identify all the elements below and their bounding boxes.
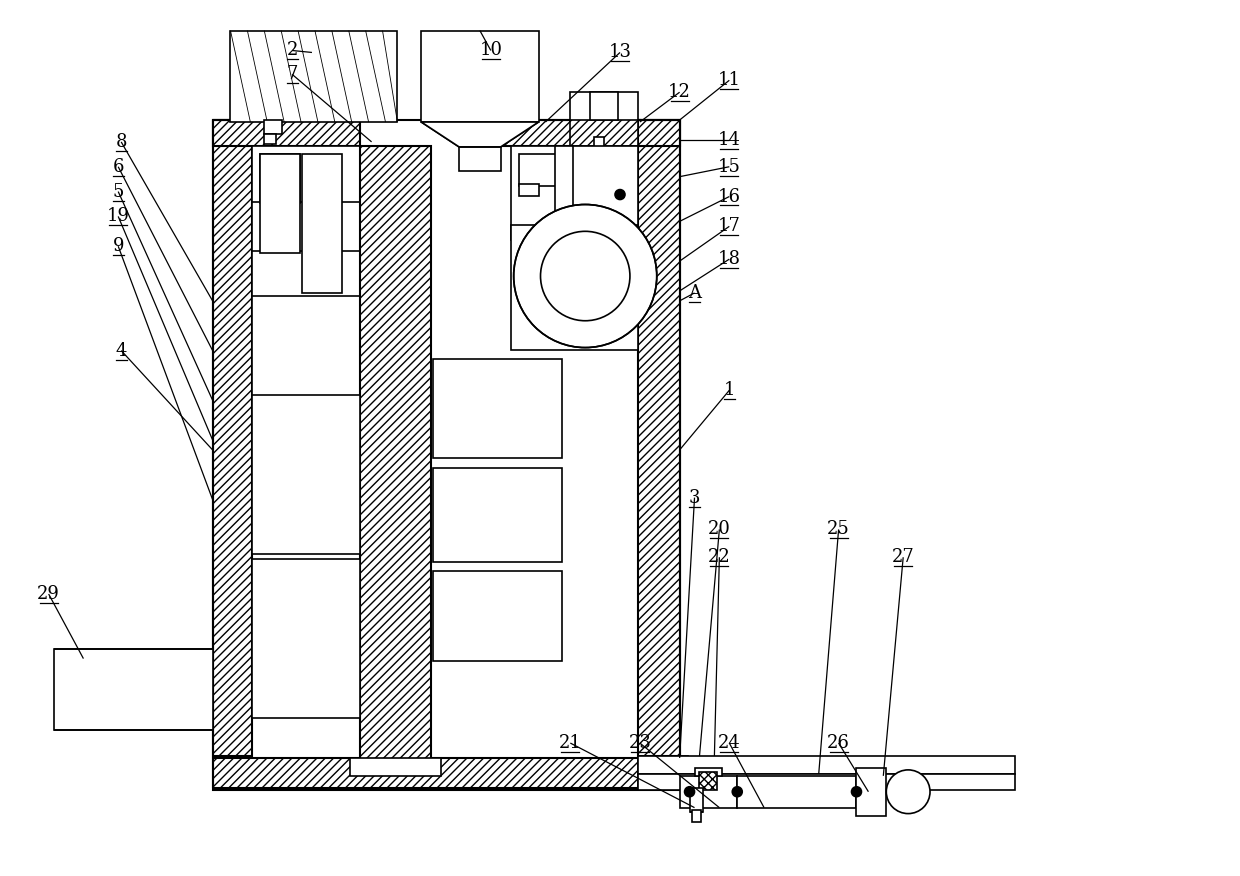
Circle shape — [852, 787, 862, 796]
Bar — [689, 788, 703, 812]
Bar — [212, 758, 680, 790]
Text: 18: 18 — [718, 251, 740, 268]
Text: 2: 2 — [286, 41, 298, 60]
Text: 22: 22 — [708, 548, 730, 566]
Text: 10: 10 — [480, 41, 502, 60]
Circle shape — [733, 787, 743, 796]
Bar — [680, 776, 738, 808]
Text: 4: 4 — [115, 342, 126, 359]
Bar — [637, 756, 687, 788]
Text: 11: 11 — [718, 71, 740, 89]
Text: 16: 16 — [718, 187, 740, 206]
Bar — [350, 758, 441, 776]
Text: 1: 1 — [724, 381, 735, 399]
Text: 6: 6 — [113, 158, 124, 176]
Bar — [692, 809, 702, 822]
Bar — [738, 776, 857, 808]
Bar — [556, 146, 573, 225]
Text: 12: 12 — [668, 83, 691, 102]
Bar — [548, 241, 622, 311]
Text: 29: 29 — [37, 585, 60, 603]
Bar — [459, 120, 640, 146]
Bar — [699, 772, 718, 790]
Text: 14: 14 — [718, 131, 740, 149]
Text: 7: 7 — [286, 66, 298, 83]
Bar — [459, 147, 501, 171]
Bar — [212, 120, 253, 756]
Bar — [511, 146, 637, 240]
Circle shape — [684, 787, 694, 796]
Bar — [212, 120, 360, 146]
Bar — [694, 768, 723, 776]
Text: 26: 26 — [827, 734, 851, 752]
Bar — [264, 134, 277, 144]
Text: 5: 5 — [113, 182, 124, 201]
Bar — [264, 120, 283, 134]
Bar — [253, 559, 360, 718]
Bar — [518, 184, 538, 195]
Bar — [231, 31, 398, 122]
Bar — [53, 648, 212, 730]
Bar — [637, 756, 1016, 774]
Circle shape — [513, 204, 657, 348]
Bar — [253, 395, 360, 555]
Circle shape — [541, 231, 630, 321]
Text: 24: 24 — [718, 734, 740, 752]
Polygon shape — [422, 122, 538, 147]
Bar — [637, 120, 680, 756]
Bar — [433, 468, 563, 562]
Text: 17: 17 — [718, 217, 740, 236]
Bar — [360, 146, 432, 760]
Bar — [511, 225, 637, 350]
Bar — [518, 154, 563, 186]
Bar — [260, 154, 300, 253]
Bar — [598, 154, 604, 166]
Circle shape — [615, 189, 625, 200]
Text: A: A — [688, 284, 701, 302]
Text: 13: 13 — [609, 44, 631, 61]
Bar — [637, 120, 680, 146]
Bar — [637, 774, 1016, 790]
Text: 9: 9 — [113, 237, 124, 255]
Text: 19: 19 — [107, 208, 130, 225]
Text: 27: 27 — [892, 548, 915, 566]
Bar — [570, 120, 637, 146]
Text: 23: 23 — [629, 734, 651, 752]
Bar — [590, 92, 618, 120]
Bar — [857, 768, 887, 816]
Bar — [594, 137, 604, 155]
Circle shape — [887, 770, 930, 814]
Bar — [559, 225, 569, 245]
Bar — [422, 31, 538, 122]
Bar — [563, 225, 608, 244]
Bar — [260, 154, 300, 203]
Text: 21: 21 — [559, 734, 582, 752]
Text: 25: 25 — [827, 520, 849, 539]
Text: 20: 20 — [708, 520, 730, 539]
Bar — [253, 146, 362, 404]
Bar — [433, 358, 563, 458]
Bar — [433, 571, 563, 661]
Text: 3: 3 — [688, 489, 701, 506]
Text: 15: 15 — [718, 158, 740, 176]
Bar — [263, 203, 298, 211]
Bar — [570, 92, 637, 122]
Text: 8: 8 — [115, 133, 126, 151]
Bar — [303, 154, 342, 293]
